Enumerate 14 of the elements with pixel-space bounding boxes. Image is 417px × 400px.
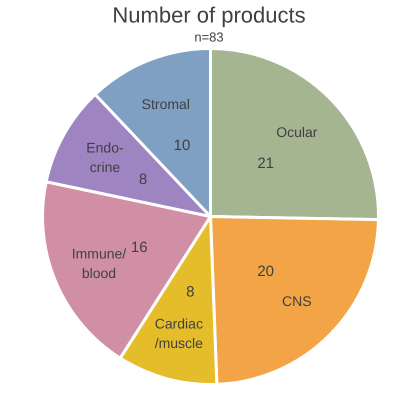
data-label: 20	[257, 263, 274, 280]
chart-title: Number of products	[112, 2, 306, 28]
chart-subtitle: n=83	[194, 30, 224, 44]
data-label: 8	[186, 284, 194, 301]
data-label: 8	[138, 171, 148, 188]
slice-label: Ocular	[276, 124, 318, 140]
slice-label: Stromal	[142, 96, 190, 112]
slice-label: Cardiac /muscle	[154, 316, 204, 351]
slice-label: Immune/ blood	[72, 246, 126, 281]
data-label: 10	[174, 137, 190, 154]
data-label: 16	[130, 238, 148, 256]
data-label: 21	[257, 154, 274, 172]
slice-label: CNS	[282, 293, 312, 310]
slice-label: Endo- crine	[86, 140, 124, 175]
